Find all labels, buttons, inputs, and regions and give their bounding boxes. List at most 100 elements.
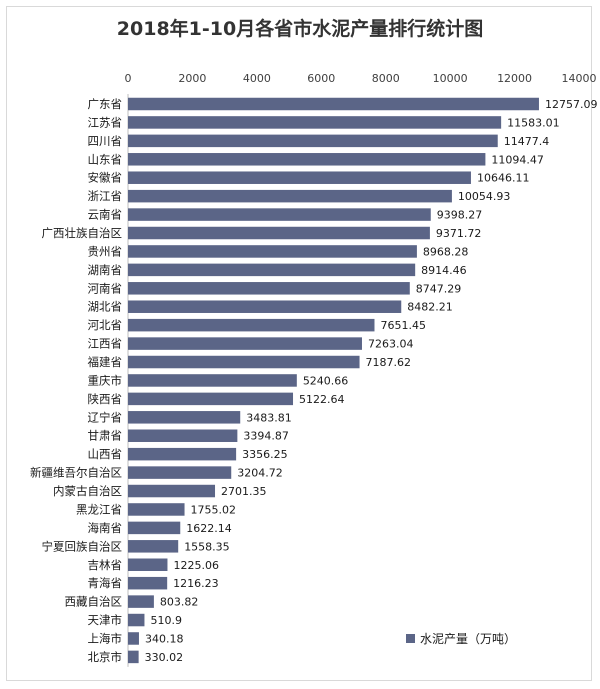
category-label: 西藏自治区 xyxy=(65,595,123,609)
chart-frame xyxy=(6,6,592,681)
data-label: 8482.21 xyxy=(407,301,453,314)
category-label: 云南省 xyxy=(88,208,123,222)
bar xyxy=(128,595,154,608)
category-label: 内蒙古自治区 xyxy=(53,484,122,498)
data-label: 7263.04 xyxy=(368,338,414,351)
bar xyxy=(128,447,237,461)
bar xyxy=(128,540,179,553)
data-label: 7187.62 xyxy=(366,356,412,369)
x-tick-label: 12000 xyxy=(497,72,532,85)
category-label: 陕西省 xyxy=(88,392,123,406)
x-tick-label: 8000 xyxy=(372,72,400,85)
data-label: 510.9 xyxy=(150,614,182,627)
bar xyxy=(128,282,410,295)
x-tick-label: 0 xyxy=(125,72,132,85)
bar xyxy=(128,337,362,350)
x-tick-label: 2000 xyxy=(178,72,206,85)
bar xyxy=(128,392,294,406)
bar xyxy=(128,429,238,442)
category-label: 山西省 xyxy=(88,447,123,461)
category-label: 北京市 xyxy=(88,650,123,664)
category-label: 山东省 xyxy=(88,152,123,166)
category-label: 甘肃省 xyxy=(88,429,123,443)
category-label: 浙江省 xyxy=(88,189,123,203)
category-label: 湖南省 xyxy=(88,263,123,277)
bar xyxy=(128,521,181,535)
x-tick-label: 4000 xyxy=(243,72,271,85)
category-label: 贵州省 xyxy=(88,244,123,258)
bar xyxy=(128,318,375,332)
legend-swatch xyxy=(406,634,415,643)
category-label: 安徽省 xyxy=(88,171,123,185)
data-label: 1558.35 xyxy=(184,540,230,553)
data-label: 9371.72 xyxy=(436,227,482,240)
category-label: 广西壮族自治区 xyxy=(42,226,123,240)
bar xyxy=(128,208,431,221)
bar xyxy=(128,650,139,664)
category-label: 海南省 xyxy=(88,521,123,535)
bar xyxy=(128,116,502,129)
data-label: 1216.23 xyxy=(173,577,219,590)
category-label: 河南省 xyxy=(88,281,123,295)
data-label: 330.02 xyxy=(145,651,184,664)
category-label: 江西省 xyxy=(88,337,123,351)
category-label: 湖北省 xyxy=(88,300,123,314)
x-tick-label: 10000 xyxy=(433,72,468,85)
bar xyxy=(128,245,417,258)
data-label: 5240.66 xyxy=(303,374,349,387)
data-label: 8914.46 xyxy=(421,264,467,277)
category-label: 黑龙江省 xyxy=(76,502,122,516)
bar xyxy=(128,411,241,424)
bar xyxy=(128,171,471,184)
chart-title: 2018年1-10月各省市水泥产量排行统计图 xyxy=(116,18,484,40)
category-label: 河北省 xyxy=(88,318,123,332)
bar xyxy=(128,558,168,571)
bar xyxy=(128,134,498,148)
data-label: 3356.25 xyxy=(242,448,288,461)
data-label: 2701.35 xyxy=(221,485,267,498)
category-label: 新疆维吾尔自治区 xyxy=(30,466,122,480)
bar xyxy=(128,613,145,627)
data-label: 803.82 xyxy=(160,596,199,609)
data-label: 1755.02 xyxy=(191,503,237,516)
category-label: 四川省 xyxy=(88,134,123,148)
bar xyxy=(128,632,139,645)
category-label: 上海市 xyxy=(88,631,123,645)
data-label: 7651.45 xyxy=(380,319,426,332)
data-label: 9398.27 xyxy=(437,209,483,222)
bar xyxy=(128,226,430,240)
bar xyxy=(128,300,402,313)
category-label: 青海省 xyxy=(88,576,123,590)
bar xyxy=(128,263,416,277)
bar xyxy=(128,153,486,166)
data-label: 8747.29 xyxy=(416,282,462,295)
category-label: 江苏省 xyxy=(88,115,123,129)
data-label: 10646.11 xyxy=(477,172,529,185)
data-label: 10054.93 xyxy=(458,190,511,203)
x-tick-label: 14000 xyxy=(562,72,597,85)
bar xyxy=(128,97,539,111)
x-tick-label: 6000 xyxy=(307,72,335,85)
bar xyxy=(128,374,297,387)
category-label: 重庆市 xyxy=(88,373,123,387)
category-label: 天津市 xyxy=(88,613,123,627)
data-label: 3204.72 xyxy=(237,467,283,480)
bar xyxy=(128,466,232,479)
bar xyxy=(128,484,216,498)
data-label: 11477.4 xyxy=(504,135,549,148)
data-label: 8968.28 xyxy=(423,245,469,258)
category-label: 吉林省 xyxy=(88,558,123,572)
category-label: 辽宁省 xyxy=(88,410,123,424)
bar xyxy=(128,503,185,516)
data-label: 1225.06 xyxy=(173,559,219,572)
data-label: 1622.14 xyxy=(186,522,232,535)
data-label: 12757.09 xyxy=(545,98,598,111)
data-label: 11583.01 xyxy=(507,116,560,129)
category-label: 宁夏回族自治区 xyxy=(42,539,123,553)
data-label: 3483.81 xyxy=(246,411,292,424)
data-label: 5122.64 xyxy=(299,393,345,406)
bar xyxy=(128,576,168,590)
data-label: 11094.47 xyxy=(491,153,543,166)
bar xyxy=(128,355,360,369)
